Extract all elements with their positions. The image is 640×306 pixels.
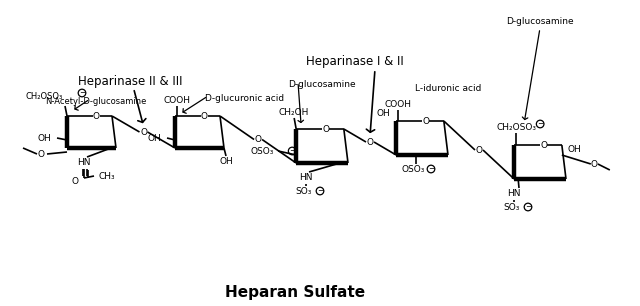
Text: N-Acetyl-D-glucosamine: N-Acetyl-D-glucosamine — [45, 96, 147, 106]
Text: CH₂OSO₃: CH₂OSO₃ — [496, 122, 536, 132]
Text: Heparinase I & II: Heparinase I & II — [306, 54, 404, 68]
Text: −: − — [537, 120, 543, 129]
Text: OH: OH — [147, 133, 161, 143]
Text: O: O — [201, 111, 208, 121]
Text: O: O — [140, 128, 147, 136]
Text: OH: OH — [219, 156, 233, 166]
Text: HN: HN — [300, 173, 313, 181]
Text: O: O — [367, 137, 374, 147]
Text: D-glucosamine: D-glucosamine — [288, 80, 356, 88]
Text: OH: OH — [376, 109, 390, 118]
Text: O: O — [38, 150, 45, 159]
Text: −: − — [79, 88, 85, 98]
Text: SO₃: SO₃ — [296, 186, 312, 196]
Text: COOH: COOH — [163, 95, 191, 105]
Text: CH₂OSO₃: CH₂OSO₃ — [26, 91, 63, 100]
Text: COOH: COOH — [385, 99, 412, 109]
Text: SO₃: SO₃ — [504, 203, 520, 211]
Text: Heparinase II & III: Heparinase II & III — [77, 74, 182, 88]
Text: CH₂OH: CH₂OH — [279, 107, 309, 117]
Text: OH: OH — [37, 133, 51, 143]
Text: L-iduronic acid: L-iduronic acid — [415, 84, 481, 92]
Text: OH: OH — [568, 144, 582, 154]
Text: O: O — [72, 177, 79, 186]
Text: Heparan Sulfate: Heparan Sulfate — [225, 285, 365, 300]
Text: −: − — [289, 147, 295, 155]
Text: O: O — [322, 125, 329, 133]
Text: OSO₃: OSO₃ — [401, 165, 425, 174]
Text: O: O — [93, 111, 100, 121]
Text: D-glucuronic acid: D-glucuronic acid — [205, 94, 284, 103]
Text: CH₃: CH₃ — [98, 171, 115, 181]
Text: −: − — [525, 203, 531, 211]
Text: −: − — [428, 165, 434, 174]
Text: HN: HN — [508, 188, 521, 197]
Text: OSO₃: OSO₃ — [251, 147, 274, 155]
Text: O: O — [255, 135, 262, 144]
Text: O: O — [540, 140, 547, 150]
Text: O: O — [476, 145, 483, 155]
Text: O: O — [422, 117, 429, 125]
Text: D-glucosamine: D-glucosamine — [506, 17, 574, 25]
Text: −: − — [317, 186, 323, 196]
Text: HN: HN — [77, 158, 91, 166]
Text: O: O — [590, 159, 597, 169]
